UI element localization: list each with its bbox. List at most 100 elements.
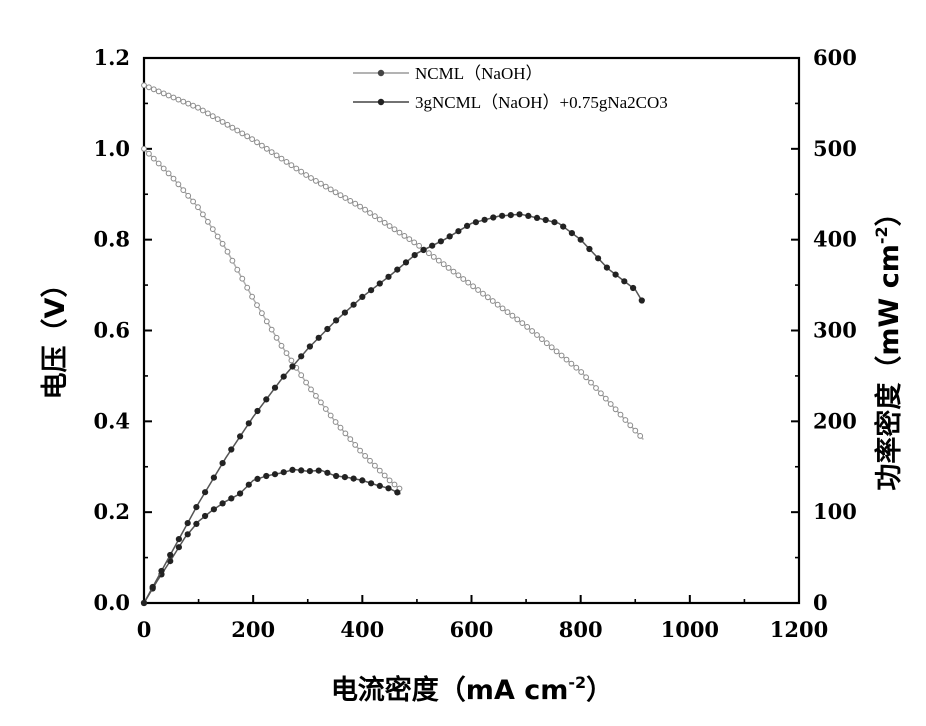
y-axis-title: 电压（V） — [40, 271, 71, 400]
data-point — [193, 521, 199, 527]
data-point — [307, 468, 313, 474]
y-tick-label: 0.0 — [93, 590, 130, 615]
data-point — [342, 310, 348, 316]
data-point — [427, 251, 432, 256]
data-point — [289, 358, 294, 363]
data-point — [608, 402, 613, 407]
data-point — [269, 150, 274, 155]
data-point — [486, 295, 491, 300]
data-point — [382, 473, 387, 478]
data-point — [281, 469, 287, 475]
data-point — [156, 161, 161, 166]
data-point — [255, 140, 260, 145]
data-point — [324, 470, 330, 476]
data-point — [544, 341, 549, 346]
x-axis-title-end: ） — [586, 675, 613, 706]
data-point — [211, 506, 217, 512]
data-point — [141, 600, 147, 606]
data-point — [269, 327, 274, 332]
data-point — [431, 255, 436, 260]
data-point — [255, 303, 260, 308]
data-point — [353, 201, 358, 206]
data-point — [342, 474, 348, 480]
x-axis-title-sup: -2 — [568, 673, 586, 692]
data-point — [363, 454, 368, 459]
data-point — [228, 446, 234, 452]
data-point — [185, 531, 191, 537]
data-point — [196, 105, 201, 110]
data-point — [584, 375, 589, 380]
data-point — [461, 277, 466, 282]
y-tick-label: 1.0 — [93, 136, 130, 161]
data-point — [151, 87, 156, 92]
data-point — [237, 433, 243, 439]
y2-tick-label: 200 — [813, 408, 857, 433]
data-point — [569, 361, 574, 366]
data-point — [264, 319, 269, 324]
data-point — [343, 196, 348, 201]
data-point — [191, 199, 196, 204]
data-point — [230, 258, 235, 263]
data-point — [387, 478, 392, 483]
data-point — [594, 386, 599, 391]
data-point — [604, 265, 610, 271]
data-point — [147, 151, 152, 156]
data-point — [181, 188, 186, 193]
data-point — [299, 373, 304, 378]
data-point — [210, 227, 215, 232]
data-point — [201, 212, 206, 217]
data-point — [559, 353, 564, 358]
data-point — [638, 434, 643, 439]
data-point — [284, 351, 289, 356]
data-point — [215, 234, 220, 239]
data-point — [324, 326, 330, 332]
data-point — [373, 214, 378, 219]
data-point — [272, 385, 278, 391]
data-point — [407, 237, 412, 242]
data-point — [363, 207, 368, 212]
data-point — [351, 476, 357, 482]
data-point — [142, 146, 147, 151]
data-point — [230, 125, 235, 130]
data-point — [560, 224, 566, 230]
legend-marker-2 — [378, 99, 384, 105]
data-point — [471, 284, 476, 289]
data-point — [201, 108, 206, 113]
data-point — [289, 363, 295, 369]
data-point — [377, 280, 383, 286]
data-point — [166, 171, 171, 176]
data-point — [206, 219, 211, 224]
data-point — [274, 335, 279, 340]
y-tick-label: 1.2 — [93, 45, 130, 70]
data-point — [353, 443, 358, 448]
data-point — [245, 285, 250, 290]
data-point — [569, 230, 575, 236]
data-point — [628, 423, 633, 428]
data-point — [392, 227, 397, 232]
data-point — [338, 425, 343, 430]
y-tick-label: 0.8 — [93, 227, 130, 252]
data-point — [309, 387, 314, 392]
data-point — [156, 89, 161, 94]
data-point — [304, 380, 309, 385]
data-point — [447, 233, 453, 239]
x-tick-label: 800 — [559, 617, 603, 642]
data-point — [417, 243, 422, 248]
data-point — [235, 128, 240, 133]
data-point — [171, 176, 176, 181]
data-point — [176, 536, 182, 542]
data-point — [473, 219, 479, 225]
data-point — [240, 131, 245, 136]
data-point — [412, 240, 417, 245]
data-point — [368, 480, 374, 486]
y2-tick-label: 0 — [813, 590, 828, 615]
data-point — [613, 272, 619, 278]
data-point — [279, 156, 284, 161]
data-point — [535, 333, 540, 338]
data-point — [260, 311, 265, 316]
data-point — [294, 166, 299, 171]
data-point — [589, 380, 594, 385]
data-point — [446, 266, 451, 271]
data-point — [549, 345, 554, 350]
data-point — [441, 262, 446, 267]
